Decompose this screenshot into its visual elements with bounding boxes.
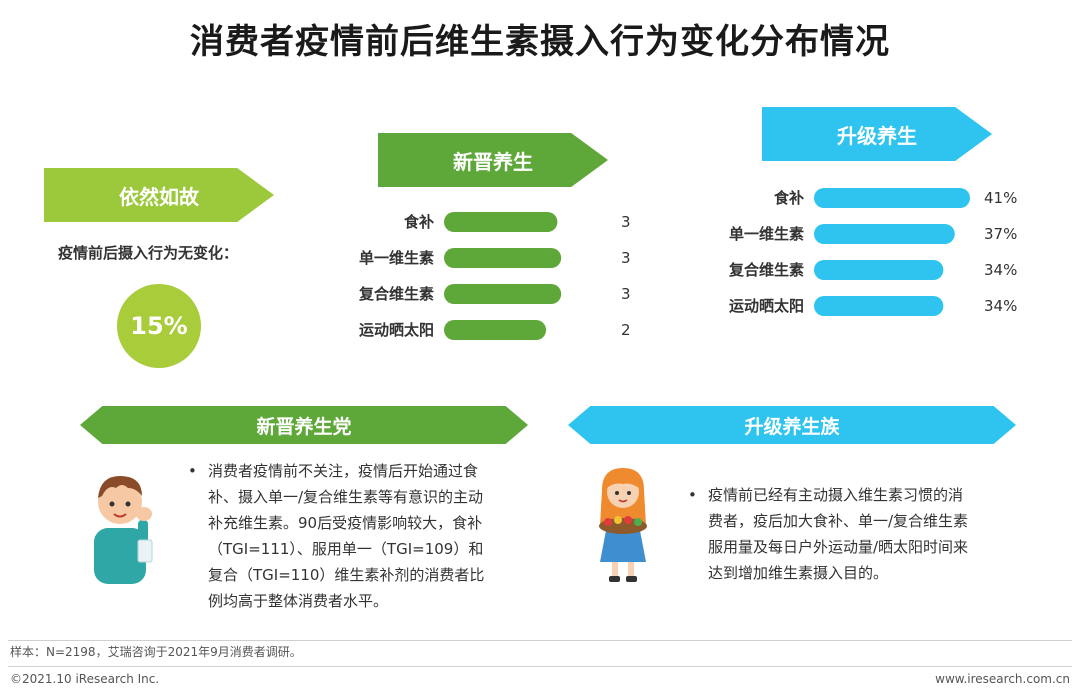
new-party-line: 消费者疫情前不关注，疫情后开始通过食 — [208, 462, 479, 480]
new-category-label: 单一维生素 — [359, 249, 434, 267]
new-bar — [444, 212, 558, 232]
new-party-line: 复合（TGI=110）维生素补剂的消费者比 — [208, 566, 485, 584]
upgrade-banner: 升级养生 — [762, 107, 992, 161]
upgrade-value-label: 34% — [984, 261, 1017, 279]
new-value-label: 27% — [621, 321, 630, 339]
boy-figure-icon — [94, 476, 153, 584]
new-bar-chart: 食补 30% 单一维生素 31% 复合维生素 31% 运动晒太阳 27% — [330, 200, 654, 350]
upgrade-category-label: 单一维生素 — [729, 225, 804, 243]
upgrade-tribe-line: 疫情前已经有主动摄入维生素习惯的消 — [708, 486, 964, 504]
upgrade-tribe-label: 升级养生族 — [744, 415, 840, 438]
footer-divider — [8, 666, 1072, 667]
new-party-description: • 消费者疫情前不关注，疫情后开始通过食 补、摄入单一/复合维生素等有意识的主动… — [188, 458, 528, 614]
website-link[interactable]: www.iresearch.com.cn — [935, 672, 1070, 686]
new-party-line: 补充维生素。90后受疫情影响较大，食补 — [208, 514, 483, 532]
new-party-line: 例均高于整体消费者水平。 — [208, 592, 389, 610]
upgrade-bar-chart: 食补 41% 单一维生素 37% 复合维生素 34% 运动晒太阳 34% — [700, 178, 1040, 328]
copyright: ©2021.10 iResearch Inc. — [10, 672, 160, 686]
upgrade-bar — [814, 188, 970, 208]
unchanged-value-circle: 15% — [117, 284, 201, 368]
new-label: 新晋养生 — [453, 149, 533, 174]
new-party-label: 新晋养生党 — [256, 415, 352, 438]
upgrade-tribe-bullet: • — [688, 486, 697, 504]
upgrade-value-label: 37% — [984, 225, 1017, 243]
new-category-label: 运动晒太阳 — [359, 321, 434, 339]
upgrade-tribe-line: 服用量及每日户外运动量/晒太阳时间来 — [708, 538, 969, 556]
upgrade-tribe-description: • 疫情前已经有主动摄入维生素习惯的消 费者，疫后加大食补、单一/复合维生素 服… — [688, 482, 1018, 586]
new-party-banner: 新晋养生党 — [80, 406, 528, 444]
unchanged-label: 依然如故 — [119, 184, 199, 209]
upgrade-category-label: 运动晒太阳 — [729, 297, 804, 315]
new-bar — [444, 248, 562, 268]
page-title: 消费者疫情前后维生素摄入行为变化分布情况 — [190, 22, 890, 62]
new-bar — [444, 320, 547, 340]
upgrade-tribe-line: 达到增加维生素摄入目的。 — [708, 564, 889, 582]
new-value-label: 31% — [621, 285, 630, 303]
upgrade-tribe-banner: 升级养生族 — [568, 406, 1016, 444]
upgrade-bar — [814, 224, 955, 244]
new-bar-chart-svg: 食补 30% 单一维生素 31% 复合维生素 31% 运动晒太阳 27% — [358, 212, 654, 340]
new-bar — [444, 284, 562, 304]
new-party-bullet: • — [188, 462, 197, 480]
girl-illustration — [590, 462, 656, 590]
sample-note: 样本：N=2198，艾瑞咨询于2021年9月消费者调研。 — [10, 645, 302, 659]
unchanged-value: 15% — [130, 312, 188, 340]
girl-figure-icon — [599, 468, 647, 582]
upgrade-category-label: 食补 — [774, 189, 804, 207]
upgrade-category-label: 复合维生素 — [728, 261, 804, 279]
upgrade-bar — [814, 296, 944, 316]
new-value-label: 31% — [621, 249, 630, 267]
new-party-line: 补、摄入单一/复合维生素等有意识的主动 — [208, 488, 484, 506]
new-category-label: 复合维生素 — [358, 285, 434, 303]
upgrade-tribe-line: 费者，疫后加大食补、单一/复合维生素 — [708, 512, 969, 530]
new-banner: 新晋养生 — [378, 133, 608, 187]
upgrade-label: 升级养生 — [837, 123, 917, 148]
upgrade-value-label: 34% — [984, 297, 1017, 315]
footer-divider — [8, 640, 1072, 641]
new-category-label: 食补 — [404, 213, 434, 231]
unchanged-subtitle: 疫情前后摄入行为无变化： — [58, 244, 239, 262]
upgrade-bar-chart-svg: 食补 41% 单一维生素 37% 复合维生素 34% 运动晒太阳 34% — [728, 188, 1017, 316]
upgrade-value-label: 41% — [984, 189, 1017, 207]
new-party-line: （TGI=111）、服用单一（TGI=109）和 — [208, 540, 484, 558]
boy-illustration — [80, 466, 164, 590]
new-value-label: 30% — [621, 213, 630, 231]
unchanged-banner: 依然如故 — [44, 168, 274, 222]
upgrade-bar — [814, 260, 944, 280]
